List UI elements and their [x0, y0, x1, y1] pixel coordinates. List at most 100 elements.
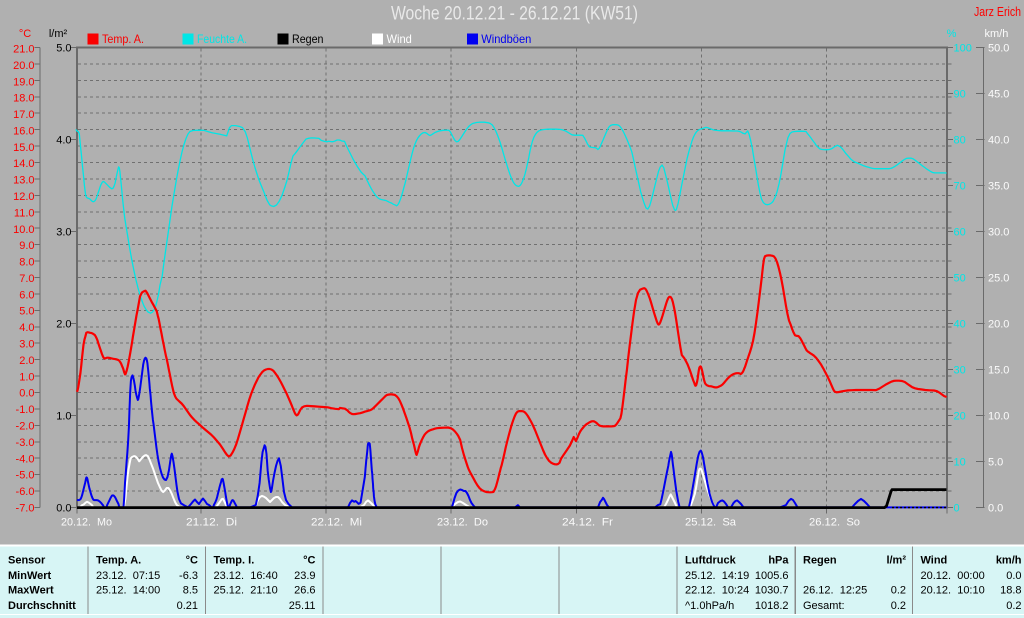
svg-text:40: 40 [954, 319, 966, 331]
svg-text:10.0: 10.0 [13, 224, 34, 236]
svg-text:0.0: 0.0 [1006, 570, 1021, 582]
svg-text:l/m²: l/m² [886, 555, 906, 567]
svg-text:15.0: 15.0 [13, 142, 34, 154]
svg-text:23.12. 16:40: 23.12. 16:40 [214, 570, 278, 582]
svg-text:1030.7: 1030.7 [755, 584, 789, 596]
svg-text:9.0: 9.0 [19, 240, 34, 252]
svg-text:45.0: 45.0 [988, 89, 1009, 101]
svg-text:14.0: 14.0 [13, 158, 34, 170]
svg-text:Temp. A.: Temp. A. [96, 555, 141, 567]
svg-text:Temp. I.: Temp. I. [214, 555, 255, 567]
svg-text:5.0: 5.0 [19, 306, 34, 318]
svg-text:hPa: hPa [768, 555, 789, 567]
svg-text:25.12. 14:00: 25.12. 14:00 [96, 584, 160, 596]
svg-text:18.0: 18.0 [13, 93, 34, 105]
svg-text:4.0: 4.0 [19, 322, 34, 334]
svg-text:Luftdruck: Luftdruck [685, 555, 737, 567]
svg-text:3.0: 3.0 [56, 227, 71, 239]
svg-text:Temp. A.: Temp. A. [102, 32, 144, 46]
svg-text:Feuchte A.: Feuchte A. [197, 32, 247, 46]
svg-text:25.0: 25.0 [988, 273, 1009, 285]
svg-text:1005.6: 1005.6 [755, 570, 789, 582]
svg-text:Regen: Regen [292, 32, 324, 46]
svg-text:12.0: 12.0 [13, 191, 34, 203]
svg-text:100: 100 [954, 43, 972, 55]
svg-text:0.2: 0.2 [1006, 600, 1021, 612]
svg-text:13.0: 13.0 [13, 175, 34, 187]
svg-text:MinWert: MinWert [8, 570, 52, 582]
svg-text:15.0: 15.0 [988, 365, 1009, 377]
svg-text:1.0: 1.0 [19, 371, 34, 383]
svg-text:25.12. 14:19: 25.12. 14:19 [685, 570, 749, 582]
svg-text:19.0: 19.0 [13, 76, 34, 88]
svg-text:0.2: 0.2 [891, 584, 906, 596]
svg-text:°C: °C [186, 555, 198, 567]
svg-text:26.12. 12:25: 26.12. 12:25 [803, 584, 867, 596]
svg-text:10: 10 [954, 457, 966, 469]
svg-text:40.0: 40.0 [988, 135, 1009, 147]
svg-text:10.0: 10.0 [988, 411, 1009, 423]
svg-text:4.0: 4.0 [56, 135, 71, 147]
svg-text:6.0: 6.0 [19, 289, 34, 301]
svg-text:2.0: 2.0 [56, 319, 71, 331]
svg-text:-7.0: -7.0 [16, 502, 35, 514]
svg-text:Sensor: Sensor [8, 555, 46, 567]
svg-text:11.0: 11.0 [14, 207, 35, 219]
svg-text:Regen: Regen [803, 555, 837, 567]
svg-text:-1.0: -1.0 [16, 404, 35, 416]
svg-text:26.12. So: 26.12. So [809, 517, 860, 529]
svg-text:-6.0: -6.0 [16, 486, 35, 498]
svg-text:km/h: km/h [985, 28, 1009, 40]
svg-text:0.0: 0.0 [56, 503, 71, 515]
svg-text:8.0: 8.0 [19, 257, 34, 269]
svg-text:20.12. Mo: 20.12. Mo [61, 517, 112, 529]
svg-text:3.0: 3.0 [19, 339, 34, 351]
svg-text:25.12. 21:10: 25.12. 21:10 [214, 584, 278, 596]
svg-text:70: 70 [954, 181, 966, 193]
svg-text:24.12. Fr: 24.12. Fr [562, 517, 613, 529]
svg-text:20.0: 20.0 [13, 60, 34, 72]
svg-text:2.0: 2.0 [19, 355, 34, 367]
svg-text:°C: °C [303, 555, 315, 567]
svg-text:20: 20 [954, 411, 966, 423]
svg-text:80: 80 [954, 135, 966, 147]
svg-text:Gesamt:: Gesamt: [803, 600, 845, 612]
svg-text:%: % [947, 28, 957, 40]
svg-text:17.0: 17.0 [13, 109, 34, 121]
svg-text:Jarz Erich: Jarz Erich [974, 4, 1021, 19]
svg-text:-4.0: -4.0 [16, 453, 35, 465]
svg-text:0.0: 0.0 [19, 388, 34, 400]
svg-text:23.12. Do: 23.12. Do [437, 517, 488, 529]
svg-text:21.0: 21.0 [13, 44, 34, 56]
svg-text:90: 90 [954, 89, 966, 101]
svg-text:Woche 20.12.21 - 26.12.21 (KW5: Woche 20.12.21 - 26.12.21 (KW51) [391, 4, 638, 25]
svg-text:Wind: Wind [921, 555, 948, 567]
svg-text:26.6: 26.6 [294, 584, 315, 596]
svg-text:50: 50 [954, 273, 966, 285]
svg-text:25.11: 25.11 [289, 600, 316, 612]
svg-text:22.12. Mi: 22.12. Mi [311, 517, 362, 529]
svg-text:16.0: 16.0 [13, 125, 34, 137]
svg-text:-2.0: -2.0 [16, 420, 35, 432]
svg-text:5.0: 5.0 [56, 43, 71, 55]
svg-text:MaxWert: MaxWert [8, 584, 54, 596]
svg-text:0.21: 0.21 [177, 600, 198, 612]
svg-text:5.0: 5.0 [988, 457, 1003, 469]
svg-text:km/h: km/h [996, 555, 1022, 567]
svg-text:0.0: 0.0 [988, 503, 1003, 515]
svg-text:-3.0: -3.0 [16, 437, 35, 449]
svg-text:Durchschnitt: Durchschnitt [8, 600, 76, 612]
svg-text:8.5: 8.5 [183, 584, 198, 596]
svg-text:l/m²: l/m² [49, 28, 68, 40]
svg-text:°C: °C [19, 28, 31, 40]
svg-text:-5.0: -5.0 [16, 470, 35, 482]
svg-text:7.0: 7.0 [19, 273, 34, 285]
svg-text:50.0: 50.0 [988, 43, 1009, 55]
svg-text:30.0: 30.0 [988, 227, 1009, 239]
svg-text:0: 0 [954, 503, 960, 515]
svg-text:20.12. 10:10: 20.12. 10:10 [921, 584, 985, 596]
svg-text:60: 60 [954, 227, 966, 239]
svg-text:23.12. 07:15: 23.12. 07:15 [96, 570, 160, 582]
svg-text:1.0: 1.0 [56, 411, 71, 423]
svg-text:1018.2: 1018.2 [755, 600, 789, 612]
